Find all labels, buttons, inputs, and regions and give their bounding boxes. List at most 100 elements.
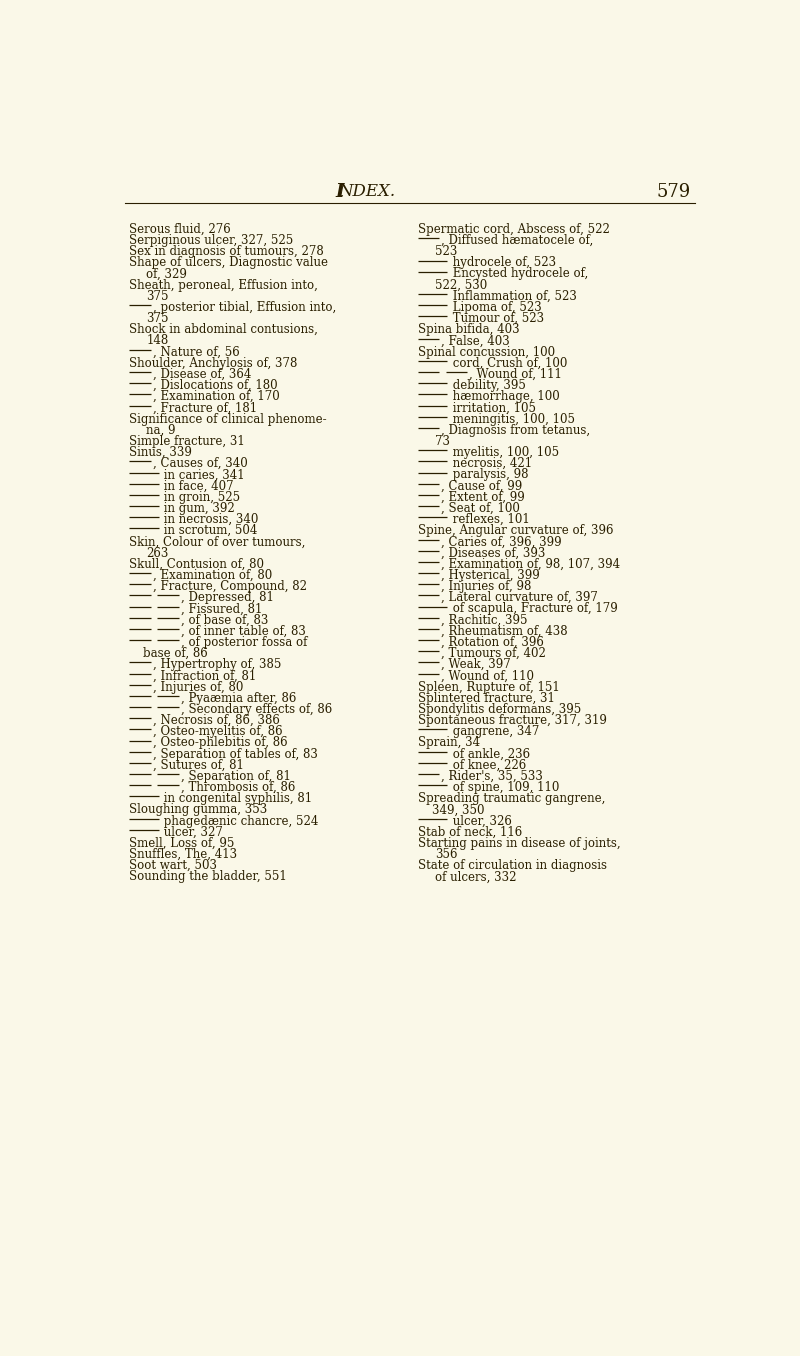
- Text: , Diagnosis from tetanus,: , Diagnosis from tetanus,: [441, 424, 590, 437]
- Text: , Osteo-phlebitis of, 86: , Osteo-phlebitis of, 86: [153, 736, 287, 750]
- Text: , Caries of, 396, 399: , Caries of, 396, 399: [441, 536, 562, 548]
- Text: of ankle, 236: of ankle, 236: [449, 747, 530, 761]
- Text: , Examination of, 80: , Examination of, 80: [153, 570, 272, 582]
- Text: Sheath, peroneal, Effusion into,: Sheath, peroneal, Effusion into,: [130, 278, 318, 292]
- Text: of, 329: of, 329: [146, 267, 187, 281]
- Text: ulcer, 327: ulcer, 327: [161, 826, 223, 839]
- Text: , Fissured, 81: , Fissured, 81: [181, 602, 262, 616]
- Text: , Pyaæmia after, 86: , Pyaæmia after, 86: [181, 692, 296, 705]
- Text: irritation, 105: irritation, 105: [449, 401, 536, 415]
- Text: , Cause of, 99: , Cause of, 99: [441, 480, 522, 492]
- Text: Skin, Colour of over tumours,: Skin, Colour of over tumours,: [130, 536, 306, 548]
- Text: Spondylitis deformans, 395: Spondylitis deformans, 395: [418, 702, 581, 716]
- Text: , Extent of, 99: , Extent of, 99: [441, 491, 525, 503]
- Text: 263: 263: [146, 546, 169, 560]
- Text: , Thrombosis of, 86: , Thrombosis of, 86: [181, 781, 295, 795]
- Text: , Separation of tables of, 83: , Separation of tables of, 83: [153, 747, 318, 761]
- Text: Encysted hydrocele of,: Encysted hydrocele of,: [449, 267, 588, 281]
- Text: Spleen, Rupture of, 151: Spleen, Rupture of, 151: [418, 681, 559, 693]
- Text: gangrene, 347: gangrene, 347: [449, 725, 539, 738]
- Text: of spine, 109, 110: of spine, 109, 110: [449, 781, 559, 795]
- Text: , Infraction of, 81: , Infraction of, 81: [153, 670, 256, 682]
- Text: in necrosis, 340: in necrosis, 340: [161, 513, 259, 526]
- Text: Sprain, 34: Sprain, 34: [418, 736, 480, 750]
- Text: Sinus, 339: Sinus, 339: [130, 446, 192, 460]
- Text: Sloughing gumma, 353: Sloughing gumma, 353: [130, 803, 268, 816]
- Text: Tumour of, 523: Tumour of, 523: [449, 312, 544, 325]
- Text: cord, Crush of, 100: cord, Crush of, 100: [449, 357, 567, 370]
- Text: , Examination of, 98, 107, 394: , Examination of, 98, 107, 394: [441, 557, 620, 571]
- Text: hydrocele of, 523: hydrocele of, 523: [449, 256, 556, 270]
- Text: Shock in abdominal contusions,: Shock in abdominal contusions,: [130, 323, 318, 336]
- Text: , Causes of, 340: , Causes of, 340: [153, 457, 247, 471]
- Text: , Nature of, 56: , Nature of, 56: [153, 346, 239, 358]
- Text: in caries, 341: in caries, 341: [161, 468, 245, 481]
- Text: 148: 148: [146, 335, 169, 347]
- Text: , Dislocations of, 180: , Dislocations of, 180: [153, 380, 278, 392]
- Text: of ulcers, 332: of ulcers, 332: [435, 871, 516, 883]
- Text: 375: 375: [146, 312, 169, 325]
- Text: , Fracture, Compound, 82: , Fracture, Compound, 82: [153, 580, 306, 593]
- Text: paralysis, 98: paralysis, 98: [449, 468, 528, 481]
- Text: phagedænic chancre, 524: phagedænic chancre, 524: [161, 815, 319, 827]
- Text: , Sutures of, 81: , Sutures of, 81: [153, 759, 243, 772]
- Text: State of circulation in diagnosis: State of circulation in diagnosis: [418, 860, 606, 872]
- Text: , Wound of, 110: , Wound of, 110: [441, 670, 534, 682]
- Text: NDEX.: NDEX.: [338, 183, 396, 201]
- Text: , Wound of, 111: , Wound of, 111: [469, 367, 562, 381]
- Text: , of posterior fossa of: , of posterior fossa of: [181, 636, 307, 650]
- Text: Starting pains in disease of joints,: Starting pains in disease of joints,: [418, 837, 620, 850]
- Text: in gum, 392: in gum, 392: [161, 502, 235, 515]
- Text: Spermatic cord, Abscess of, 522: Spermatic cord, Abscess of, 522: [418, 222, 610, 236]
- Text: Sex in diagnosis of tumours, 278: Sex in diagnosis of tumours, 278: [130, 245, 324, 258]
- Text: Skull, Contusion of, 80: Skull, Contusion of, 80: [130, 557, 265, 571]
- Text: I: I: [336, 183, 344, 201]
- Text: , Weak, 397: , Weak, 397: [441, 658, 510, 671]
- Text: , Seat of, 100: , Seat of, 100: [441, 502, 520, 515]
- Text: meningitis, 100, 105: meningitis, 100, 105: [449, 412, 574, 426]
- Text: , Injuries of, 98: , Injuries of, 98: [441, 580, 531, 593]
- Text: , Lateral curvature of, 397: , Lateral curvature of, 397: [441, 591, 598, 605]
- Text: hæmorrhage, 100: hæmorrhage, 100: [449, 391, 559, 403]
- Text: 356: 356: [435, 848, 458, 861]
- Text: , Diseases of, 393: , Diseases of, 393: [441, 546, 546, 560]
- Text: , Rotation of, 396: , Rotation of, 396: [441, 636, 544, 650]
- Text: Soot wart, 503: Soot wart, 503: [130, 860, 218, 872]
- Text: debility, 395: debility, 395: [449, 380, 526, 392]
- Text: Serous fluid, 276: Serous fluid, 276: [130, 222, 231, 236]
- Text: , Disease of, 364: , Disease of, 364: [153, 367, 251, 381]
- Text: , Necrosis of, 86, 386: , Necrosis of, 86, 386: [153, 715, 279, 727]
- Text: base of, 86: base of, 86: [143, 647, 208, 660]
- Text: Spine, Angular curvature of, 396: Spine, Angular curvature of, 396: [418, 525, 614, 537]
- Text: , Separation of, 81: , Separation of, 81: [181, 770, 290, 782]
- Text: Serpiginous ulcer, 327, 525: Serpiginous ulcer, 327, 525: [130, 235, 294, 247]
- Text: Spina bifida, 403: Spina bifida, 403: [418, 323, 519, 336]
- Text: Spreading traumatic gangrene,: Spreading traumatic gangrene,: [418, 792, 605, 805]
- Text: , Hysterical, 399: , Hysterical, 399: [441, 570, 540, 582]
- Text: 73: 73: [435, 435, 450, 447]
- Text: , Examination of, 170: , Examination of, 170: [153, 391, 279, 403]
- Text: of knee, 226: of knee, 226: [449, 759, 526, 772]
- Text: Shape of ulcers, Diagnostic value: Shape of ulcers, Diagnostic value: [130, 256, 329, 270]
- Text: , posterior tibial, Effusion into,: , posterior tibial, Effusion into,: [153, 301, 336, 315]
- Text: Stab of neck, 116: Stab of neck, 116: [418, 826, 522, 839]
- Text: , Hypertrophy of, 385: , Hypertrophy of, 385: [153, 658, 281, 671]
- Text: Lipoma of, 523: Lipoma of, 523: [449, 301, 542, 315]
- Text: , Depressed, 81: , Depressed, 81: [181, 591, 274, 605]
- Text: 522, 530: 522, 530: [435, 278, 487, 292]
- Text: 349, 350: 349, 350: [432, 803, 484, 816]
- Text: , Secondary effects of, 86: , Secondary effects of, 86: [181, 702, 332, 716]
- Text: , Diffused hæmatocele of,: , Diffused hæmatocele of,: [441, 235, 594, 247]
- Text: , Rider's, 35, 533: , Rider's, 35, 533: [441, 770, 543, 782]
- Text: myelitis, 100, 105: myelitis, 100, 105: [449, 446, 559, 460]
- Text: , Rheumatism of, 438: , Rheumatism of, 438: [441, 625, 568, 637]
- Text: reflexes, 101: reflexes, 101: [449, 513, 530, 526]
- Text: , of inner table of, 83: , of inner table of, 83: [181, 625, 306, 637]
- Text: 579: 579: [656, 183, 690, 201]
- Text: Simple fracture, 31: Simple fracture, 31: [130, 435, 245, 447]
- Text: , False, 403: , False, 403: [441, 335, 510, 347]
- Text: Spinal concussion, 100: Spinal concussion, 100: [418, 346, 555, 358]
- Text: of scapula, Fracture of, 179: of scapula, Fracture of, 179: [449, 602, 618, 616]
- Text: necrosis, 421: necrosis, 421: [449, 457, 532, 471]
- Text: 375: 375: [146, 290, 169, 302]
